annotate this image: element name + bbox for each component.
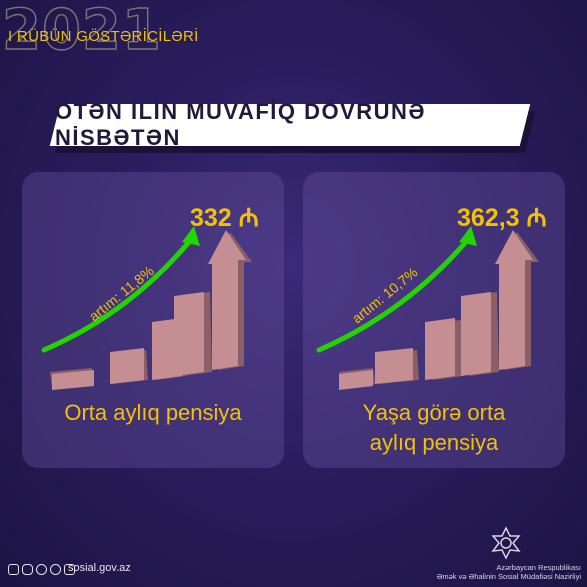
facebook-icon[interactable] <box>8 564 19 575</box>
bar-4 <box>174 292 212 376</box>
ministry-line2: Əmək və Əhalinin Sosial Müdafiəsi Nazirl… <box>436 572 581 581</box>
card-label-line1: Yaşa görə orta <box>362 400 506 425</box>
growth-label: artım: 11,8% <box>86 263 157 325</box>
card-average-pension: artım: 11,8% 332 ₼ Orta aylıq pensiya <box>22 172 284 468</box>
value-amount: 332 ₼ <box>190 200 259 234</box>
growth-chart-graphic: artım: 10,7% <box>316 226 539 390</box>
value-amount: 362,3 ₼ <box>457 200 547 234</box>
growth-chart-graphic: artım: 11,8% <box>41 226 252 390</box>
card-label: Yaşa görə orta aylıq pensiya <box>303 398 565 458</box>
website-link[interactable]: sosial.gov.az <box>68 562 131 574</box>
card-label: Orta aylıq pensiya <box>22 398 284 428</box>
bar-2 <box>375 348 419 384</box>
bar-1 <box>339 368 375 390</box>
year-title: 2021 <box>1 0 162 64</box>
growth-arrow-line <box>316 233 474 353</box>
bar-2 <box>110 348 148 384</box>
card-age-pension: artım: 10,7% 362,3 ₼ Yaşa görə orta aylı… <box>303 172 565 468</box>
ministry-name: Azərbaycan Respublikası Əmək və Əhalinin… <box>437 563 581 581</box>
twitter-icon[interactable] <box>50 564 61 575</box>
quarter-subtitle: I RÜBÜN GÖSTƏRİCİLƏRİ <box>8 28 199 45</box>
instagram-icon[interactable] <box>22 564 33 575</box>
manat-icon: ₼ <box>526 203 547 232</box>
bar-5-arrow <box>208 230 252 370</box>
banner-title: ÖTƏN İLİN MÜVAFİQ DÖVRÜNƏ NİSBƏTƏN <box>55 99 426 150</box>
social-icons <box>8 564 75 575</box>
growth-arrow-head <box>459 226 477 246</box>
value-number: 332 <box>190 204 232 232</box>
ministry-line1: Azərbaycan Respublikası <box>496 563 581 572</box>
bar-1 <box>50 368 94 390</box>
manat-icon: ₼ <box>238 203 259 232</box>
bar-4 <box>461 292 499 376</box>
growth-arrow-head <box>182 226 200 246</box>
card-label-line1: Orta aylıq pensiya <box>64 400 242 425</box>
growth-arrow-line <box>41 233 197 353</box>
card-label-line2: aylıq pensiya <box>369 430 499 455</box>
bar-3 <box>425 318 463 380</box>
value-number: 362,3 <box>457 204 520 232</box>
telegram-icon[interactable] <box>36 564 47 575</box>
ministry-emblem-icon <box>491 526 521 560</box>
youtube-icon[interactable] <box>64 564 75 575</box>
bar-5-arrow <box>495 230 539 370</box>
